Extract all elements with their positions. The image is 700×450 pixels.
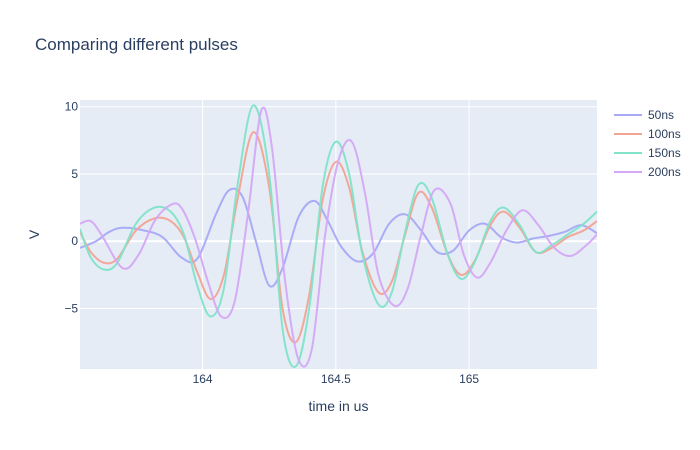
legend-label[interactable]: 150ns xyxy=(648,146,681,160)
plot-area xyxy=(80,100,597,369)
chart-title: Comparing different pulses xyxy=(35,35,238,54)
x-tick-label: 164.5 xyxy=(321,372,351,386)
legend-label[interactable]: 200ns xyxy=(648,165,681,179)
y-tick-label: 10 xyxy=(65,100,79,114)
y-tick-label: −5 xyxy=(64,301,78,315)
x-tick-label: 165 xyxy=(459,372,479,386)
series-lines xyxy=(80,104,597,368)
legend-label[interactable]: 100ns xyxy=(648,127,681,141)
series-line-200ns xyxy=(80,106,597,368)
y-tick-label: 0 xyxy=(71,234,78,248)
series-line-50ns xyxy=(80,187,597,288)
y-tick-label: 5 xyxy=(71,167,78,181)
x-tick-labels: 164 164.5 165 xyxy=(193,372,480,386)
legend-label[interactable]: 50ns xyxy=(648,108,674,122)
y-tick-labels: −5 0 5 10 xyxy=(64,100,78,316)
series-line-150ns xyxy=(80,104,597,368)
legend: 50ns 100ns 150ns 200ns xyxy=(614,108,681,179)
x-axis-title: time in us xyxy=(309,398,369,414)
y-axis-title: V xyxy=(26,229,42,239)
series-line-100ns xyxy=(80,131,597,344)
x-tick-label: 164 xyxy=(193,372,213,386)
